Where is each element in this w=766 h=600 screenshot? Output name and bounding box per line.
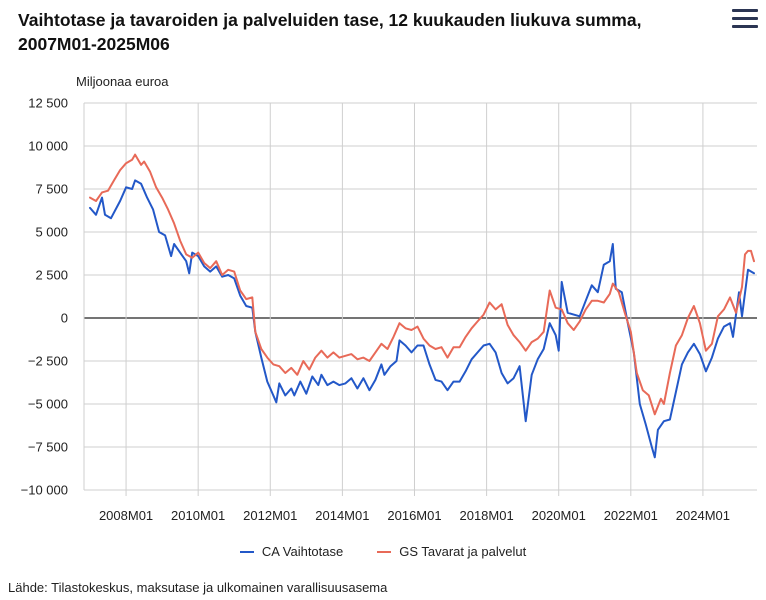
series-line-ca bbox=[89, 179, 755, 459]
x-tick-label: 2018M01 bbox=[459, 508, 513, 523]
y-tick-labels: 12 500 10 000 7 500 5 000 2 500 0 −2 500 −5 000… bbox=[21, 96, 68, 498]
source-note: Lähde: Tilastokeskus, maksutase ja ulkom… bbox=[8, 580, 388, 595]
x-tick-label: 2008M01 bbox=[99, 508, 153, 523]
legend-swatch-gs bbox=[377, 550, 392, 553]
y-axis-label: Miljoonaa euroa bbox=[76, 74, 169, 89]
grid-lines bbox=[83, 102, 757, 496]
x-tick-label: 2024M01 bbox=[676, 508, 730, 523]
series-line-gs bbox=[89, 153, 755, 416]
legend-label-ca: CA Vaihtotase bbox=[261, 544, 344, 559]
legend-label-gs: GS Tavarat ja palvelut bbox=[399, 544, 527, 559]
x-tick-label: 2022M01 bbox=[604, 508, 658, 523]
legend-swatch-ca bbox=[239, 550, 254, 553]
legend-item-ca[interactable]: CA Vaihtotase bbox=[239, 544, 344, 559]
line-chart: 12 500 10 000 7 500 5 000 2 500 0 −2 500 −5 000… bbox=[21, 96, 757, 523]
x-tick-label: 2020M01 bbox=[532, 508, 586, 523]
chart-title: Vaihtotase ja tavaroiden ja palveluiden … bbox=[18, 10, 642, 54]
x-tick-label: 2010M01 bbox=[171, 508, 225, 523]
x-tick-label: 2014M01 bbox=[315, 508, 369, 523]
y-tick-label: −7 500 bbox=[28, 440, 68, 455]
x-tick-label: 2012M01 bbox=[243, 508, 297, 523]
y-tick-label: −5 000 bbox=[28, 397, 68, 412]
y-tick-label: 5 000 bbox=[35, 225, 68, 240]
x-tick-labels: 2008M01 2010M01 2012M01 2014M01 2016M01 2018M… bbox=[99, 508, 730, 523]
series-lines bbox=[89, 153, 755, 459]
y-tick-label: −2 500 bbox=[28, 354, 68, 369]
y-tick-label: 2 500 bbox=[35, 268, 68, 283]
menu-bar bbox=[732, 9, 758, 12]
y-tick-label: 10 000 bbox=[28, 139, 68, 154]
hamburger-menu-icon[interactable] bbox=[732, 8, 758, 30]
legend-item-gs[interactable]: GS Tavarat ja palvelut bbox=[377, 544, 526, 559]
legend: CA Vaihtotase GS Tavarat ja palvelut bbox=[0, 544, 766, 559]
menu-bar bbox=[732, 17, 758, 20]
y-tick-label: −10 000 bbox=[21, 483, 68, 498]
menu-bar bbox=[732, 25, 758, 28]
y-tick-label: 0 bbox=[61, 311, 68, 326]
y-tick-label: 7 500 bbox=[35, 182, 68, 197]
y-tick-label: 12 500 bbox=[28, 96, 68, 111]
x-tick-label: 2016M01 bbox=[387, 508, 441, 523]
